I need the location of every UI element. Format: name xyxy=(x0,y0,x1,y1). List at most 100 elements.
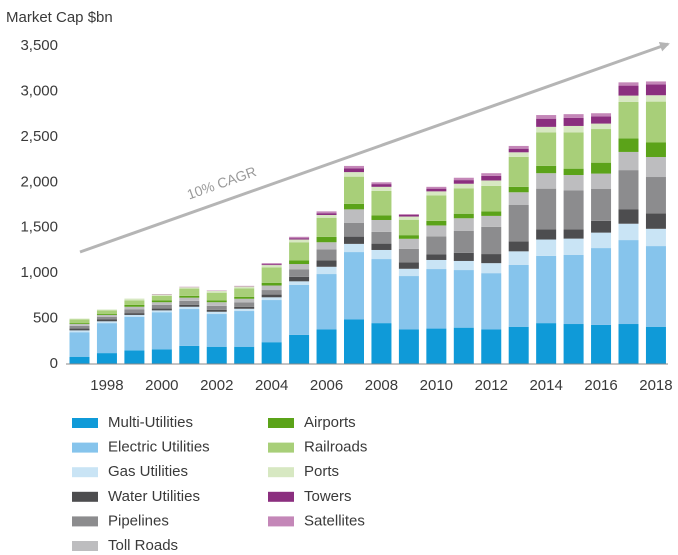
bar-segment xyxy=(371,186,392,191)
bar-segment xyxy=(96,323,117,354)
bar-segment xyxy=(344,222,364,237)
legend-swatch xyxy=(72,516,98,527)
bar-segment xyxy=(426,188,447,192)
bar-segment xyxy=(426,195,447,221)
legend-label: Ports xyxy=(304,463,339,480)
bar-segment xyxy=(261,285,282,291)
bar-segment xyxy=(151,310,172,313)
bar-segment xyxy=(536,188,557,230)
bar-segment xyxy=(426,225,447,237)
bar-segment xyxy=(508,152,529,157)
bar-segment xyxy=(69,324,90,326)
bar-segment xyxy=(69,328,90,331)
legend-label: Pipelines xyxy=(108,512,169,529)
bar-segment xyxy=(124,350,145,364)
bar-segment xyxy=(508,192,529,205)
bar-segment xyxy=(289,334,310,364)
bar-segment xyxy=(234,311,255,347)
bar-segment xyxy=(316,260,337,267)
bar-segment xyxy=(234,288,255,297)
x-tick-label: 2002 xyxy=(200,377,233,394)
bar-segment xyxy=(344,203,364,210)
bar-segment xyxy=(426,254,447,260)
bar-segment xyxy=(618,82,639,86)
bar-segment xyxy=(261,282,282,286)
bar-segment xyxy=(289,238,310,240)
bar-segment xyxy=(234,285,255,287)
bar-segment xyxy=(344,236,364,244)
bar-segment xyxy=(261,342,282,364)
bar-segment xyxy=(563,114,584,118)
bar-segment xyxy=(151,295,172,301)
bar-segment xyxy=(453,252,474,261)
bar-segment xyxy=(618,324,639,364)
bar-segment xyxy=(206,290,227,293)
bar-segment xyxy=(124,314,145,317)
bar-segment xyxy=(426,236,447,255)
bar-segment xyxy=(591,232,612,249)
bar-segment xyxy=(453,177,474,181)
bar-segment xyxy=(179,287,200,289)
bar-segment xyxy=(234,306,255,309)
bar-segment xyxy=(289,236,310,239)
bar-segment xyxy=(481,180,502,186)
y-tick-label: 1,500 xyxy=(20,219,58,236)
bar-segment xyxy=(536,115,557,119)
bar-segment xyxy=(344,319,364,364)
bar-segment xyxy=(179,295,200,298)
bar-segment xyxy=(96,316,117,320)
bar-segment xyxy=(344,252,364,320)
bar-segment xyxy=(426,328,447,364)
bar-segment xyxy=(69,319,90,324)
bar-segment xyxy=(591,129,612,163)
bar-segment xyxy=(69,318,90,320)
legend-label: Toll Roads xyxy=(108,537,178,554)
x-tick-label: 2000 xyxy=(145,377,178,394)
bar-segment xyxy=(124,298,145,301)
bar-segment xyxy=(453,188,474,214)
bar-segment xyxy=(69,325,90,329)
bar-segment xyxy=(289,264,310,270)
y-tick-label: 2,500 xyxy=(20,128,58,145)
bar-segment xyxy=(536,165,557,174)
bar-segment xyxy=(398,276,419,330)
bar-segment xyxy=(96,319,117,322)
bar-segment xyxy=(426,220,447,226)
bar-segment xyxy=(618,138,639,152)
bar-segment xyxy=(69,330,90,333)
bar-segment xyxy=(645,84,666,96)
bar-segment xyxy=(179,309,200,346)
bar-segment xyxy=(371,219,392,232)
bar-segment xyxy=(453,327,474,364)
bar-segment xyxy=(536,229,557,240)
bar-segment xyxy=(261,263,282,265)
legend-swatch xyxy=(72,541,98,551)
bar-segment xyxy=(508,264,529,327)
bar-segment xyxy=(481,273,502,330)
bar-segment xyxy=(591,113,612,117)
bar-segment xyxy=(234,286,255,289)
bar-segment xyxy=(206,346,227,364)
bar-segment xyxy=(371,259,392,324)
bar-segment xyxy=(645,81,666,85)
legend-swatch xyxy=(268,442,294,453)
bar-segment xyxy=(151,302,172,305)
bar-segment xyxy=(618,170,639,210)
legend-swatch xyxy=(268,418,294,428)
bar-segment xyxy=(508,241,529,252)
bar-segment xyxy=(536,118,557,127)
bar-segment xyxy=(234,308,255,312)
bar-segment xyxy=(508,148,529,153)
bar-segment xyxy=(96,314,117,315)
bar-segment xyxy=(261,300,282,343)
legend-swatch xyxy=(72,418,98,428)
bar-segment xyxy=(261,264,282,266)
bar-segment xyxy=(316,274,337,330)
bar-segment xyxy=(453,270,474,328)
bar-segment xyxy=(206,300,227,303)
x-tick-label: 2012 xyxy=(475,377,508,394)
bar-segment xyxy=(398,262,419,269)
bar-segment xyxy=(316,236,337,243)
y-axis-title: Market Cap $bn xyxy=(6,9,113,26)
